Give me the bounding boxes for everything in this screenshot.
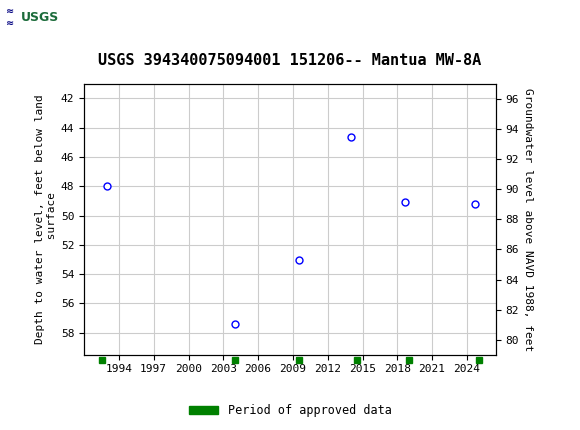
Y-axis label: Depth to water level, feet below land
 surface: Depth to water level, feet below land su… (35, 95, 57, 344)
Y-axis label: Groundwater level above NAVD 1988, feet: Groundwater level above NAVD 1988, feet (523, 88, 533, 351)
FancyBboxPatch shape (3, 3, 70, 32)
Text: ≈
≈: ≈ ≈ (6, 7, 14, 28)
Text: USGS: USGS (20, 11, 59, 24)
Text: USGS 394340075094001 151206-- Mantua MW-8A: USGS 394340075094001 151206-- Mantua MW-… (99, 53, 481, 68)
Legend: Period of approved data: Period of approved data (184, 399, 396, 422)
